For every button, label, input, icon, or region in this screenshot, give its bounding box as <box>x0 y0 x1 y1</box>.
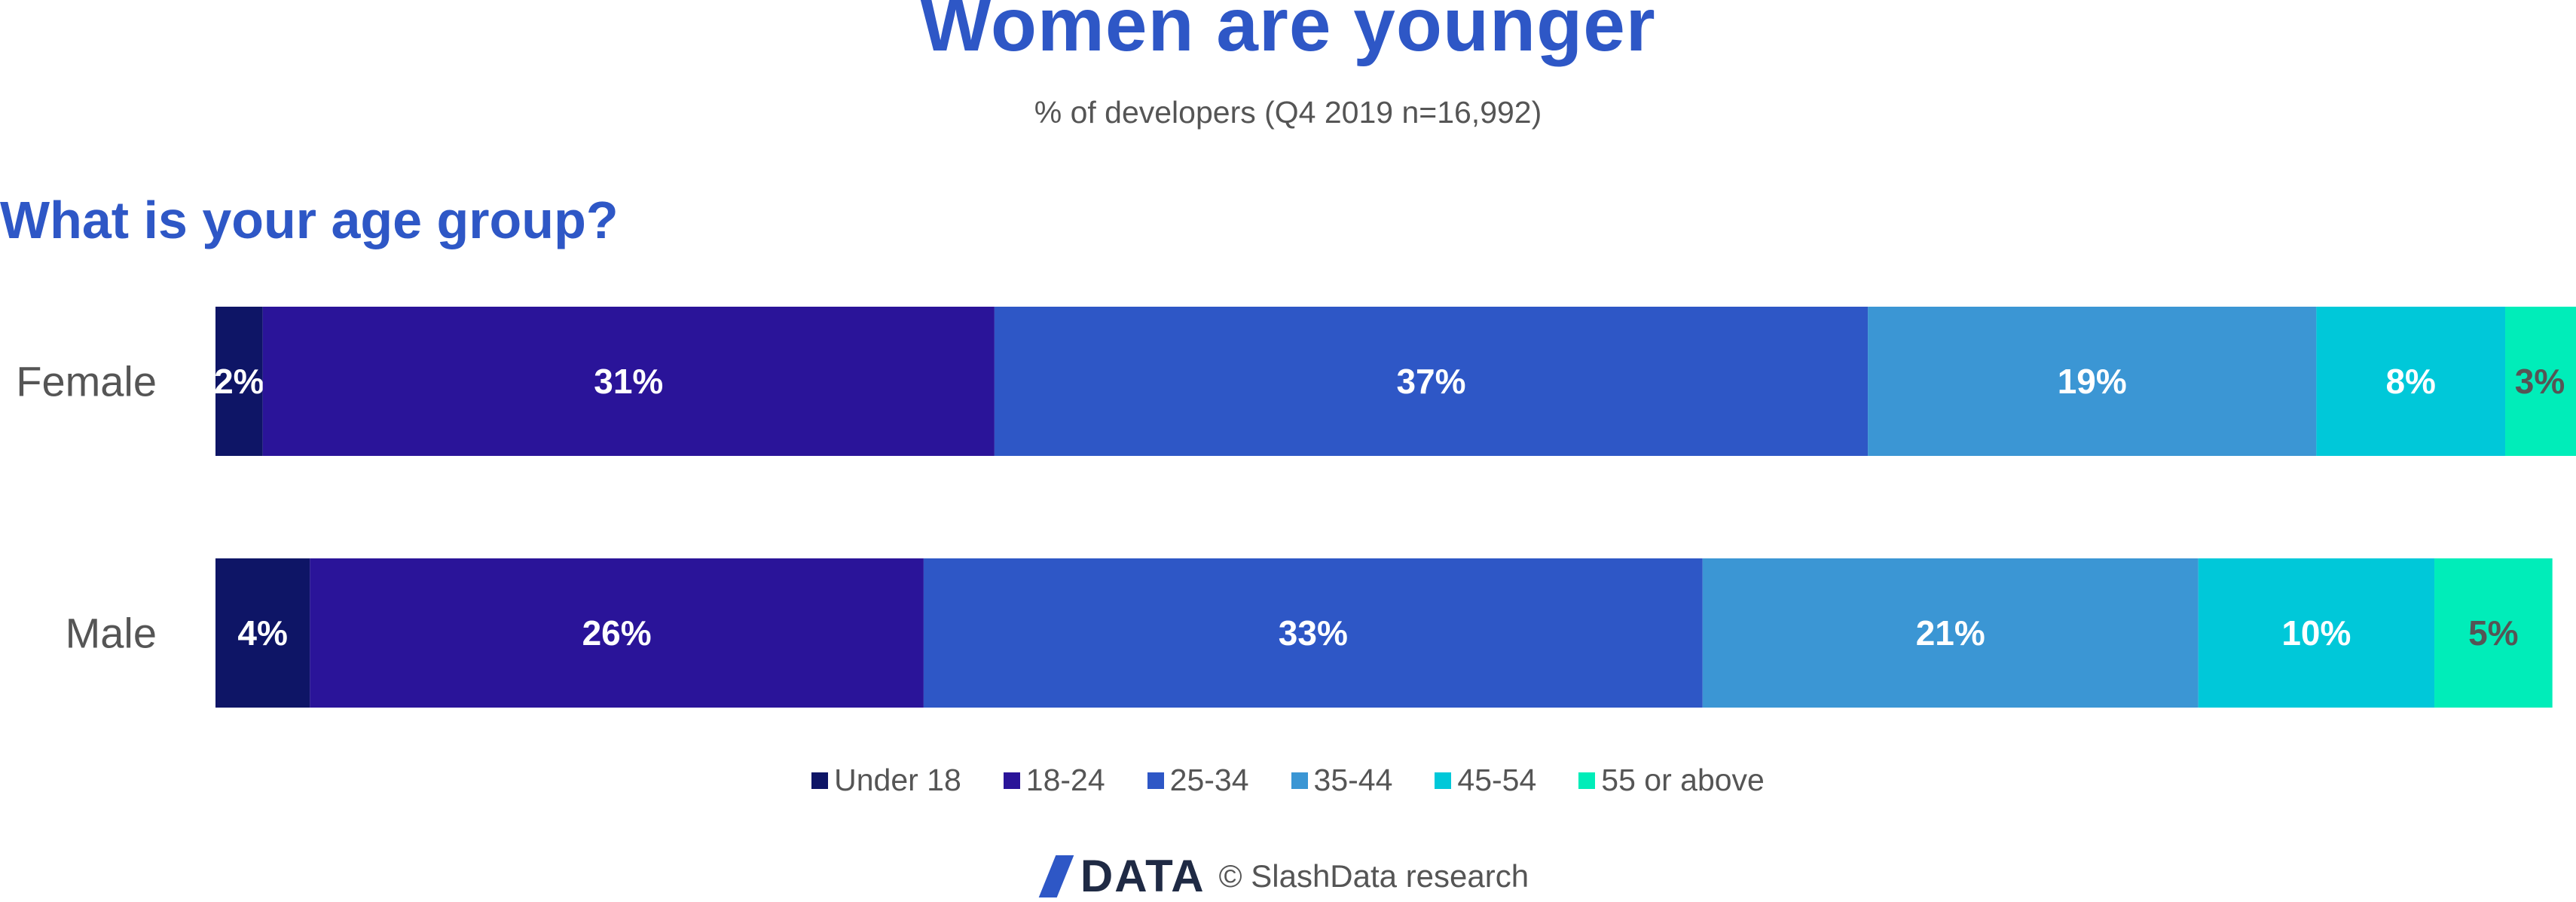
bar-male-25-34 <box>923 558 1703 708</box>
data-label-male-25-34: 33% <box>1279 613 1348 653</box>
question-heading: What is your age group? <box>0 191 619 249</box>
chart-title: Women are younger <box>920 0 1656 67</box>
bar-male-18-24 <box>310 558 924 708</box>
data-label-male-under-18: 4% <box>237 613 287 653</box>
stacked-bar-chart: Female 2% 31% 37% 19% 8% 3% Male 4% 26% 33% 21% 10% 5… <box>16 307 2576 708</box>
slashdata-logo: DATA <box>1038 850 1205 902</box>
legend-swatch-18-24 <box>1003 772 1020 789</box>
category-label-male: Male <box>66 610 157 657</box>
data-label-female-35-44: 19% <box>2058 362 2127 401</box>
legend-label-35-44: 35-44 <box>1313 763 1393 797</box>
legend-item-25-34: 25-34 <box>1147 763 1249 798</box>
logo-slash-icon <box>1038 855 1074 897</box>
legend-item-55-or-above: 55 or above <box>1578 763 1765 798</box>
legend-label-25-34: 25-34 <box>1169 763 1249 797</box>
credit-text: © SlashData research <box>1218 858 1529 894</box>
data-label-male-35-44: 21% <box>1916 613 1985 653</box>
legend-label-under-18: Under 18 <box>834 763 961 797</box>
footer: DATA © SlashData research <box>0 850 2576 902</box>
bar-male-under-18 <box>215 558 310 708</box>
legend-item-under-18: Under 18 <box>811 763 961 798</box>
legend-swatch-45-54 <box>1435 772 1452 789</box>
legend-swatch-25-34 <box>1147 772 1164 789</box>
bar-male-35-44 <box>1702 558 2199 708</box>
data-label-female-25-34: 37% <box>1396 362 1465 401</box>
legend-item-18-24: 18-24 <box>1003 763 1105 798</box>
legend: Under 18 18-24 25-34 35-44 45-54 55 or a… <box>0 763 2576 798</box>
legend-swatch-55-or-above <box>1578 772 1596 789</box>
legend-label-18-24: 18-24 <box>1025 763 1105 797</box>
bar-female-18-24 <box>262 307 995 456</box>
data-label-male-55-or-above: 5% <box>2468 613 2518 653</box>
legend-item-35-44: 35-44 <box>1291 763 1393 798</box>
legend-item-45-54: 45-54 <box>1435 763 1536 798</box>
logo-text: DATA <box>1080 851 1205 901</box>
data-label-male-18-24: 26% <box>582 613 652 653</box>
legend-label-55-or-above: 55 or above <box>1601 763 1765 797</box>
chart-subtitle: % of developers (Q4 2019 n=16,992) <box>1034 95 1542 130</box>
data-label-female-55-or-above: 3% <box>2515 362 2565 401</box>
legend-label-45-54: 45-54 <box>1457 763 1537 797</box>
bar-male-55-or-above <box>2434 558 2553 708</box>
bar-female-55-or-above <box>2505 307 2576 456</box>
bar-female-under-18 <box>215 307 263 456</box>
bar-female-25-34 <box>994 307 1869 456</box>
legend-swatch-under-18 <box>811 772 829 789</box>
legend-swatch-35-44 <box>1291 772 1308 789</box>
category-label-female: Female <box>16 358 157 405</box>
data-label-female-18-24: 31% <box>594 362 663 401</box>
bar-male-45-54 <box>2198 558 2435 708</box>
bar-female-45-54 <box>2316 307 2506 456</box>
bar-female-35-44 <box>1868 307 2317 456</box>
data-label-male-45-54: 10% <box>2281 613 2351 653</box>
data-label-female-under-18: 2% <box>214 362 264 401</box>
data-label-female-45-54: 8% <box>2385 362 2435 401</box>
